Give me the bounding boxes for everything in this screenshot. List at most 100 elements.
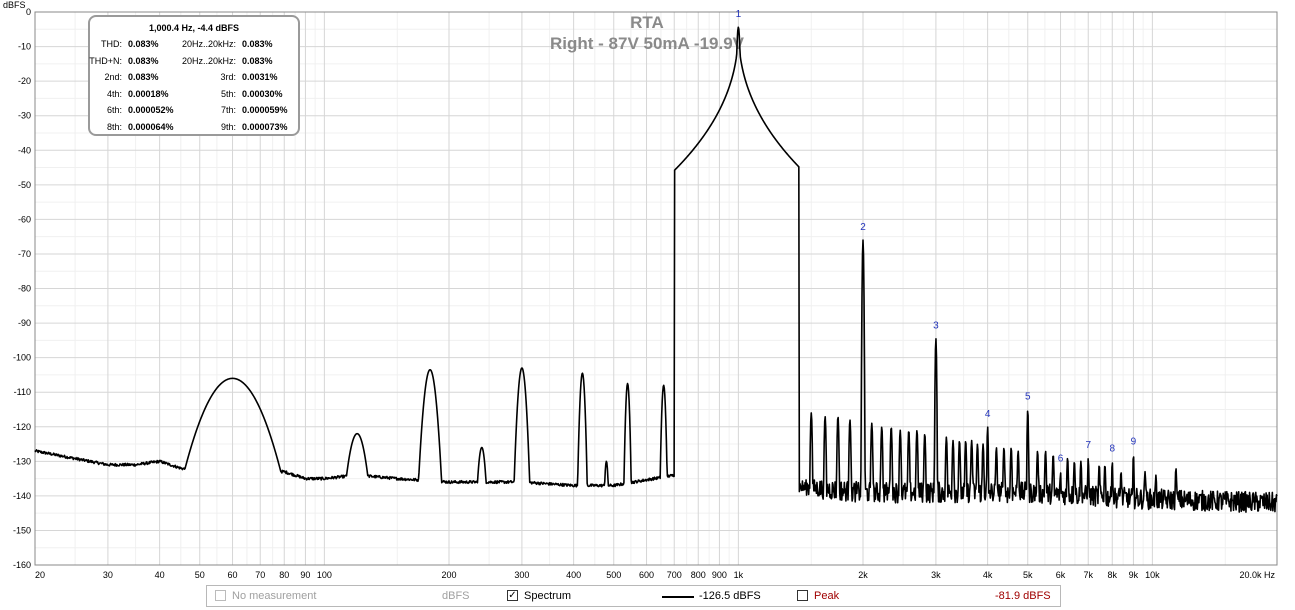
y-axis-label: dBFS <box>3 0 26 10</box>
x-tick-label: 5k <box>1023 570 1033 580</box>
harmonic-marker-label: 3 <box>933 321 939 332</box>
y-tick-label: -60 <box>18 214 31 224</box>
spectrum-line <box>34 26 1278 513</box>
y-tick-label: -130 <box>13 456 31 466</box>
panel-row: 8th: 0.000064% 9th: 0.000073% <box>90 122 298 134</box>
spectrum-line-swatch <box>662 596 694 598</box>
distortion-panel: 1,000.4 Hz, -4.4 dBFS THD: 0.083% 20Hz..20… <box>88 15 300 136</box>
chart-subtitle: Right - 87V 50mA -19.9V <box>550 34 745 53</box>
no-measurement-checkbox[interactable] <box>215 590 226 601</box>
x-tick-label: 3k <box>931 570 941 580</box>
panel-label: 7th: <box>220 105 236 115</box>
x-tick-label: 2k <box>858 570 868 580</box>
harmonic-marker-label: 8 <box>1109 443 1115 454</box>
x-tick-label: 8k <box>1107 570 1117 580</box>
panel-label: 20Hz..20kHz: <box>181 55 236 66</box>
panel-value: 0.000059% <box>242 105 288 115</box>
panel-value: 0.083% <box>128 39 159 49</box>
y-tick-label: -20 <box>18 76 31 86</box>
x-tick-label: 80 <box>279 570 289 580</box>
panel-value: 0.000073% <box>242 121 288 132</box>
y-tick-label: -40 <box>18 145 31 155</box>
y-tick-label: -110 <box>14 387 31 397</box>
x-tick-label: 30 <box>103 570 113 580</box>
x-tick-label: 40 <box>155 570 165 580</box>
harmonic-marker-label: 2 <box>860 222 866 233</box>
panel-title: 1,000.4 Hz, -4.4 dBFS <box>148 23 240 33</box>
y-tick-label: -100 <box>13 353 31 363</box>
x-tick-label: 7k <box>1083 570 1093 580</box>
x-tick-label: 70 <box>255 570 265 580</box>
panel-value: 0.00030% <box>242 88 283 99</box>
x-tick-label: 20 <box>35 570 45 580</box>
peak-label: Peak <box>814 590 840 602</box>
panel-value: 0.083% <box>128 72 159 82</box>
spectrum-label: Spectrum <box>524 590 572 602</box>
panel-label: 3rd: <box>220 72 236 82</box>
y-tick-label: -70 <box>18 249 31 259</box>
harmonic-marker-label: 7 <box>1085 440 1091 451</box>
panel-label: 2nd: <box>104 72 122 82</box>
panel-row: THD: 0.083% 20Hz..20kHz: 0.083% <box>90 39 298 51</box>
panel-value: 0.083% <box>128 55 159 66</box>
peak-checkbox[interactable] <box>797 590 808 601</box>
x-tick-label: 300 <box>514 570 529 580</box>
panel-row: 6th: 0.000052% 7th: 0.000059% <box>90 105 298 117</box>
y-tick-label: -80 <box>18 284 31 294</box>
harmonic-marker-label: 9 <box>1131 436 1137 447</box>
x-tick-label: 600 <box>639 570 654 580</box>
panel-value: 0.000064% <box>128 121 174 132</box>
panel-value: 0.000052% <box>128 105 174 115</box>
y-tick-label: -120 <box>13 422 31 432</box>
x-tick-label: 500 <box>606 570 621 580</box>
spectrum-checkbox[interactable]: ✓ <box>507 590 518 601</box>
plot-frame <box>34 11 1278 566</box>
panel-value: 0.083% <box>242 55 273 66</box>
harmonic-marker-label: 1 <box>736 9 742 20</box>
harmonic-marker-label: 4 <box>985 409 991 420</box>
x-tick-label: 60 <box>228 570 238 580</box>
x-tick-label: 6k <box>1056 570 1066 580</box>
spectrum-value: -126.5 dBFS <box>699 590 761 602</box>
harmonic-marker-label: 6 <box>1058 454 1064 465</box>
legend-bar: No measurement dBFS ✓ Spectrum -126.5 dB… <box>206 585 1061 607</box>
panel-label: 8th: <box>106 121 122 132</box>
panel-label: THD: <box>101 39 122 49</box>
y-tick-label: -30 <box>18 111 31 121</box>
y-tick-label: -50 <box>18 180 31 190</box>
panel-label: THD+N: <box>89 55 122 66</box>
x-tick-label: 400 <box>566 570 581 580</box>
panel-value: 0.00018% <box>128 88 169 99</box>
x-tick-label: 200 <box>441 570 456 580</box>
y-tick-label: 0 <box>26 7 31 17</box>
peak-value: -81.9 dBFS <box>995 590 1051 602</box>
unit-label: dBFS <box>442 590 470 602</box>
y-tick-label: -140 <box>13 491 31 501</box>
y-tick-label: -10 <box>18 42 31 52</box>
panel-value: 0.0031% <box>242 72 278 82</box>
x-tick-label: 900 <box>712 570 727 580</box>
x-tick-label: 50 <box>195 570 205 580</box>
panel-row: 2nd: 0.083% 3rd: 0.0031% <box>90 72 298 84</box>
panel-label: 4th: <box>106 88 122 99</box>
panel-label: 6th: <box>106 105 122 115</box>
x-tick-label: 9k <box>1129 570 1139 580</box>
harmonic-marker-label: 5 <box>1025 391 1031 402</box>
x-tick-label: 4k <box>983 570 993 580</box>
panel-value: 0.083% <box>242 39 273 49</box>
x-tick-label: 1k <box>734 570 744 580</box>
x-tick-label: 100 <box>317 570 332 580</box>
panel-label: 5th: <box>220 88 236 99</box>
chart-title: RTA <box>630 13 664 32</box>
x-tick-label: 10k <box>1145 570 1160 580</box>
no-measurement-label: No measurement <box>232 590 317 602</box>
panel-label: 20Hz..20kHz: <box>181 39 236 49</box>
x-tick-label: 90 <box>300 570 310 580</box>
panel-label: 9th: <box>220 121 236 132</box>
panel-row: 4th: 0.00018% 5th: 0.00030% <box>90 89 298 101</box>
y-tick-label: -160 <box>13 560 31 570</box>
panel-row: THD+N: 0.083% 20Hz..20kHz: 0.083% <box>89 55 298 68</box>
x-tick-label: 700 <box>667 570 682 580</box>
x-tick-label: 20.0k Hz <box>1239 570 1275 580</box>
y-tick-label: -150 <box>13 525 31 535</box>
